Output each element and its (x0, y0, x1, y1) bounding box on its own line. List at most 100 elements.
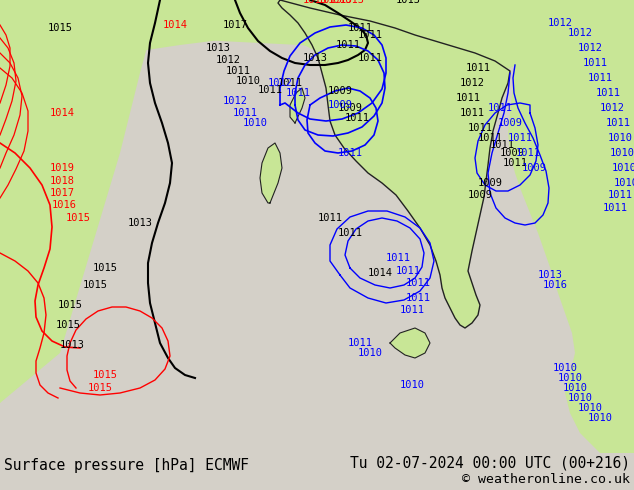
Polygon shape (0, 0, 634, 58)
Text: 1012: 1012 (223, 96, 247, 106)
Text: 1010: 1010 (242, 118, 268, 128)
Text: 1015: 1015 (56, 320, 81, 330)
Text: 1011: 1011 (347, 338, 373, 348)
Text: 1013: 1013 (60, 340, 84, 350)
Text: 1014: 1014 (49, 108, 75, 118)
Text: 1010: 1010 (588, 413, 612, 423)
Text: 1013: 1013 (328, 0, 353, 5)
Text: 1011: 1011 (385, 253, 410, 263)
Text: Tu 02-07-2024 00:00 UTC (00+216): Tu 02-07-2024 00:00 UTC (00+216) (350, 456, 630, 471)
Text: 1011: 1011 (335, 40, 361, 50)
Text: 1011: 1011 (489, 140, 515, 150)
Text: 1010: 1010 (552, 363, 578, 373)
Text: 1011: 1011 (465, 63, 491, 73)
Text: 1015: 1015 (82, 280, 108, 290)
Polygon shape (278, 0, 510, 328)
Text: 1012: 1012 (578, 43, 602, 53)
Text: 1011: 1011 (226, 66, 250, 76)
Text: 1009: 1009 (328, 100, 353, 110)
Text: 1013: 1013 (339, 0, 365, 5)
Text: 1011: 1011 (257, 85, 283, 95)
Text: 1011: 1011 (337, 148, 363, 158)
Text: 1019: 1019 (49, 163, 75, 173)
Text: 1011: 1011 (588, 73, 612, 83)
Text: 1010: 1010 (609, 148, 634, 158)
Text: 1009: 1009 (477, 178, 503, 188)
Text: 1015: 1015 (302, 0, 328, 5)
Text: 1009: 1009 (498, 118, 522, 128)
Text: 1012: 1012 (460, 78, 484, 88)
Text: 1011: 1011 (602, 203, 628, 213)
Text: 1011: 1011 (595, 88, 621, 98)
Text: 1018: 1018 (49, 176, 75, 186)
Text: 1009: 1009 (467, 190, 493, 200)
Text: 1011: 1011 (455, 93, 481, 103)
Text: 1013: 1013 (127, 218, 153, 228)
Text: 1015: 1015 (318, 0, 342, 5)
Text: 1015: 1015 (87, 383, 112, 393)
Text: 1013: 1013 (302, 53, 328, 63)
Polygon shape (290, 88, 305, 123)
Text: 1011: 1011 (285, 88, 311, 98)
Text: 1011: 1011 (607, 190, 633, 200)
Text: 1013: 1013 (205, 43, 231, 53)
Text: 1009: 1009 (328, 86, 353, 96)
Text: 1009: 1009 (337, 103, 363, 113)
Text: 1013: 1013 (396, 0, 420, 5)
Text: 1011: 1011 (347, 23, 373, 33)
Text: 1010: 1010 (557, 373, 583, 383)
Text: © weatheronline.co.uk: © weatheronline.co.uk (462, 473, 630, 486)
Text: 1010: 1010 (399, 380, 425, 390)
Polygon shape (0, 0, 80, 403)
Text: 1009: 1009 (500, 148, 524, 158)
Text: 1011: 1011 (406, 293, 430, 303)
Text: 1013: 1013 (538, 270, 562, 280)
Polygon shape (390, 328, 430, 358)
Text: 1010: 1010 (358, 348, 382, 358)
Text: 1012: 1012 (216, 55, 240, 65)
Text: 1015: 1015 (65, 213, 91, 223)
Text: 1015: 1015 (48, 23, 72, 33)
Text: 1012: 1012 (268, 78, 292, 88)
Text: 1011: 1011 (583, 58, 607, 68)
Text: 1009: 1009 (522, 163, 547, 173)
Polygon shape (200, 0, 540, 103)
Text: 1011: 1011 (344, 113, 370, 123)
Text: Surface pressure [hPa] ECMWF: Surface pressure [hPa] ECMWF (4, 459, 249, 473)
Text: 1011: 1011 (488, 103, 512, 113)
Polygon shape (260, 143, 282, 203)
Text: 1016: 1016 (51, 200, 77, 210)
Text: 1012: 1012 (600, 103, 624, 113)
Text: 1010: 1010 (235, 76, 261, 86)
Text: 1010: 1010 (578, 403, 602, 413)
Text: 1014: 1014 (162, 20, 188, 30)
Text: 1015: 1015 (93, 263, 117, 273)
Text: 1012: 1012 (567, 28, 593, 38)
Text: 1011: 1011 (358, 30, 382, 40)
Text: 1010: 1010 (607, 133, 633, 143)
Text: 1015: 1015 (93, 370, 117, 380)
Text: 1010: 1010 (567, 393, 593, 403)
Text: 1011: 1011 (503, 158, 527, 168)
Text: 1011: 1011 (515, 148, 541, 158)
Text: 1011: 1011 (406, 278, 430, 288)
Text: 1014: 1014 (368, 268, 392, 278)
Polygon shape (0, 0, 634, 73)
Text: 1015: 1015 (58, 300, 82, 310)
Text: 1011: 1011 (396, 266, 420, 276)
Text: 1011: 1011 (605, 118, 630, 128)
Text: 1011: 1011 (318, 213, 342, 223)
Polygon shape (0, 0, 160, 403)
Text: 1011: 1011 (233, 108, 257, 118)
Text: 1011: 1011 (467, 123, 493, 133)
Text: 1010: 1010 (612, 163, 634, 173)
Text: 1011: 1011 (399, 305, 425, 315)
Text: 1011: 1011 (477, 133, 503, 143)
Polygon shape (508, 0, 634, 453)
Text: 1017: 1017 (49, 188, 75, 198)
Text: 1011: 1011 (337, 228, 363, 238)
Text: 1011: 1011 (278, 78, 302, 88)
Text: 1011: 1011 (358, 53, 382, 63)
Text: 1012: 1012 (548, 18, 573, 28)
Text: 1017: 1017 (223, 20, 247, 30)
